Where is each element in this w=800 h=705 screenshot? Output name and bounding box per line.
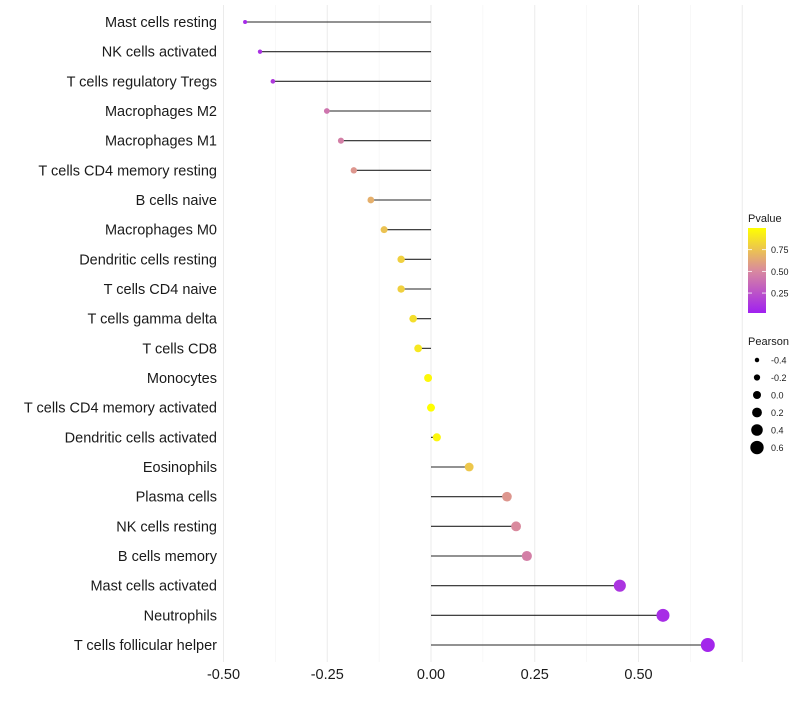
x-tick-label: 0.25 xyxy=(521,667,549,683)
y-tick-label: T cells CD4 memory resting xyxy=(38,163,217,179)
y-tick-label: Macrophages M1 xyxy=(105,134,217,150)
size-legend-key xyxy=(750,440,764,455)
y-tick-label: Macrophages M0 xyxy=(105,223,217,239)
data-point xyxy=(426,403,436,412)
y-tick-label: Mast cells activated xyxy=(90,579,217,595)
size-legend-key xyxy=(752,390,762,400)
pvalue-colorbar xyxy=(748,228,766,313)
y-tick-label: Eosinophils xyxy=(143,460,217,476)
size-legend-label: 0.4 xyxy=(771,426,784,436)
data-point xyxy=(613,579,626,592)
y-tick-label: B cells memory xyxy=(118,549,218,565)
y-tick-label: T cells CD8 xyxy=(142,341,217,357)
y-tick-label: Dendritic cells activated xyxy=(65,430,217,446)
size-legend-label: 0.2 xyxy=(771,408,784,418)
size-legend-key xyxy=(753,374,761,381)
x-tick-label: -0.25 xyxy=(311,667,344,683)
colorbar-tick-label: 0.50 xyxy=(771,267,789,277)
size-legend-label: -0.4 xyxy=(771,356,787,366)
colorbar-tick-label: 0.75 xyxy=(771,245,789,255)
y-tick-label: Macrophages M2 xyxy=(105,104,217,120)
data-point xyxy=(464,462,474,472)
colorbar-tick-label: 0.25 xyxy=(771,289,789,299)
size-legend-label: -0.2 xyxy=(771,373,787,383)
y-tick-label: T cells CD4 memory activated xyxy=(24,401,217,417)
y-tick-label: Plasma cells xyxy=(136,490,217,506)
data-point xyxy=(367,196,375,204)
data-point xyxy=(337,137,344,144)
data-point xyxy=(380,226,388,234)
y-tick-label: NK cells activated xyxy=(102,45,217,61)
y-tick-label: Mast cells resting xyxy=(105,15,217,31)
data-point xyxy=(397,285,405,293)
data-point xyxy=(511,521,521,532)
data-point xyxy=(414,344,423,353)
size-legend-label: 0.0 xyxy=(771,391,784,401)
size-legend-key xyxy=(751,424,763,436)
data-point xyxy=(432,433,441,442)
data-point xyxy=(350,167,357,174)
x-tick-label: 0.50 xyxy=(624,667,652,683)
data-point xyxy=(397,255,405,264)
x-tick-label: 0.00 xyxy=(417,667,445,683)
data-point xyxy=(424,374,433,382)
data-point xyxy=(521,550,532,562)
y-tick-label: B cells naive xyxy=(136,193,217,209)
y-tick-label: NK cells resting xyxy=(116,519,217,535)
y-tick-label: T cells gamma delta xyxy=(88,312,218,328)
data-point xyxy=(270,79,276,84)
data-point xyxy=(323,108,330,114)
color-legend-title: Pvalue xyxy=(748,213,782,225)
y-tick-label: T cells CD4 naive xyxy=(104,282,217,298)
data-point xyxy=(656,608,670,622)
y-tick-label: Monocytes xyxy=(147,371,217,387)
size-legend-title: Pearson xyxy=(748,336,789,348)
data-point xyxy=(409,314,417,323)
data-point xyxy=(502,491,512,502)
size-legend-key xyxy=(752,407,762,418)
y-tick-label: Dendritic cells resting xyxy=(79,252,217,268)
data-point xyxy=(257,49,263,54)
y-tick-label: T cells regulatory Tregs xyxy=(67,74,217,90)
size-legend-key xyxy=(754,357,760,363)
size-legend-label: 0.6 xyxy=(771,443,784,453)
data-point xyxy=(243,19,248,25)
y-tick-label: Neutrophils xyxy=(144,608,217,624)
y-tick-label: T cells follicular helper xyxy=(74,638,217,654)
x-tick-label: -0.50 xyxy=(207,667,240,683)
data-point xyxy=(700,638,715,652)
